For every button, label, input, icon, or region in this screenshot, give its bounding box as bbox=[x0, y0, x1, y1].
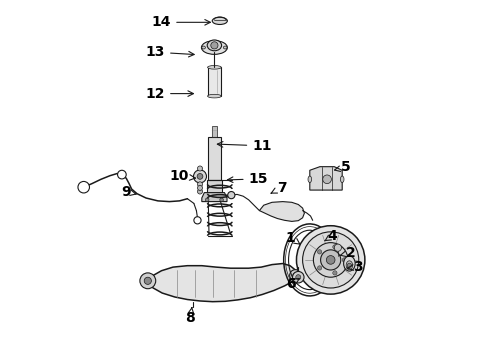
Ellipse shape bbox=[343, 256, 355, 271]
Circle shape bbox=[205, 198, 209, 202]
Circle shape bbox=[296, 275, 301, 280]
Circle shape bbox=[314, 243, 348, 277]
Ellipse shape bbox=[346, 261, 353, 270]
Circle shape bbox=[347, 263, 351, 267]
Circle shape bbox=[197, 185, 202, 190]
Ellipse shape bbox=[223, 46, 227, 49]
Text: 11: 11 bbox=[218, 139, 271, 153]
FancyBboxPatch shape bbox=[207, 180, 222, 193]
Ellipse shape bbox=[201, 41, 227, 54]
Text: 15: 15 bbox=[227, 172, 268, 186]
Circle shape bbox=[290, 270, 301, 281]
FancyBboxPatch shape bbox=[212, 126, 217, 137]
Text: 3: 3 bbox=[347, 260, 363, 274]
Text: 13: 13 bbox=[146, 45, 194, 59]
Text: 12: 12 bbox=[146, 87, 194, 100]
Circle shape bbox=[334, 244, 342, 251]
Ellipse shape bbox=[308, 176, 312, 183]
Ellipse shape bbox=[208, 94, 221, 98]
Circle shape bbox=[197, 166, 202, 171]
Polygon shape bbox=[146, 264, 296, 302]
Circle shape bbox=[293, 273, 298, 278]
Ellipse shape bbox=[341, 176, 344, 183]
Circle shape bbox=[296, 226, 365, 294]
Text: 4: 4 bbox=[325, 229, 338, 243]
Circle shape bbox=[293, 271, 304, 283]
Circle shape bbox=[320, 250, 341, 270]
FancyBboxPatch shape bbox=[208, 137, 220, 180]
Circle shape bbox=[78, 181, 90, 193]
Circle shape bbox=[144, 277, 151, 284]
Circle shape bbox=[197, 189, 202, 194]
Ellipse shape bbox=[212, 17, 227, 24]
Circle shape bbox=[194, 170, 206, 183]
Text: 1: 1 bbox=[286, 231, 300, 244]
Circle shape bbox=[228, 192, 235, 199]
Circle shape bbox=[194, 217, 201, 224]
Circle shape bbox=[342, 258, 346, 262]
Circle shape bbox=[323, 175, 331, 184]
Text: 9: 9 bbox=[121, 185, 136, 198]
Polygon shape bbox=[259, 202, 304, 221]
Ellipse shape bbox=[202, 46, 205, 49]
Text: 5: 5 bbox=[335, 161, 350, 174]
Text: 14: 14 bbox=[152, 15, 210, 29]
Polygon shape bbox=[202, 193, 227, 202]
Circle shape bbox=[326, 256, 335, 264]
Circle shape bbox=[197, 174, 203, 179]
Circle shape bbox=[318, 250, 322, 254]
Text: 7: 7 bbox=[271, 181, 286, 195]
Circle shape bbox=[333, 245, 337, 249]
Polygon shape bbox=[310, 167, 342, 190]
FancyBboxPatch shape bbox=[208, 67, 221, 96]
Circle shape bbox=[197, 182, 202, 187]
Circle shape bbox=[220, 198, 223, 202]
Circle shape bbox=[318, 266, 322, 270]
Ellipse shape bbox=[208, 66, 221, 69]
Text: 6: 6 bbox=[286, 277, 299, 291]
Circle shape bbox=[333, 271, 337, 275]
Text: 8: 8 bbox=[185, 307, 195, 324]
Circle shape bbox=[303, 232, 359, 288]
Circle shape bbox=[211, 42, 218, 49]
Ellipse shape bbox=[207, 40, 221, 51]
Text: 10: 10 bbox=[170, 170, 196, 183]
Circle shape bbox=[140, 273, 156, 289]
Circle shape bbox=[118, 170, 126, 179]
Text: 2: 2 bbox=[340, 246, 356, 260]
